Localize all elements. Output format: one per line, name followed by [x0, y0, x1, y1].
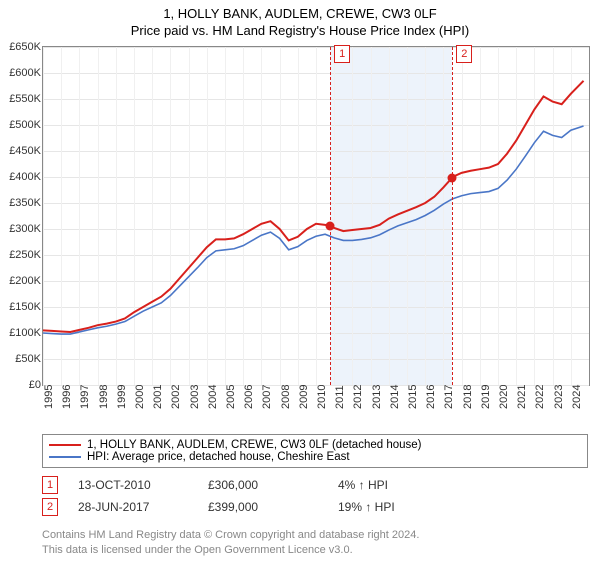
series-hpi [43, 126, 584, 334]
event-marker-1: 1 [334, 45, 350, 63]
legend-item: HPI: Average price, detached house, Ches… [49, 451, 581, 463]
y-axis-label: £250K [1, 249, 41, 261]
y-axis-label: £650K [1, 41, 41, 53]
y-axis-label: £600K [1, 67, 41, 79]
event-marker-2: 2 [456, 45, 472, 63]
footer-line1: Contains HM Land Registry data © Crown c… [42, 528, 588, 543]
series-property [43, 81, 584, 332]
txn-vs-hpi: 19% ↑ HPI [338, 500, 468, 514]
title-address: 1, HOLLY BANK, AUDLEM, CREWE, CW3 0LF [0, 6, 600, 21]
txn-marker: 2 [42, 498, 58, 516]
txn-date: 13-OCT-2010 [78, 478, 208, 492]
title-sub: Price paid vs. HM Land Registry's House … [0, 23, 600, 38]
legend: 1, HOLLY BANK, AUDLEM, CREWE, CW3 0LF (d… [42, 434, 588, 468]
transaction-table: 1 13-OCT-2010£306,0004% ↑ HPI 2 28-JUN-2017… [42, 474, 588, 518]
txn-marker: 1 [42, 476, 58, 494]
y-axis-label: £100K [1, 327, 41, 339]
event-dot-1 [326, 221, 335, 230]
y-axis-label: £400K [1, 171, 41, 183]
legend-item: 1, HOLLY BANK, AUDLEM, CREWE, CW3 0LF (d… [49, 439, 581, 451]
y-axis-label: £300K [1, 223, 41, 235]
price-chart-container: 1, HOLLY BANK, AUDLEM, CREWE, CW3 0LF Pr… [0, 0, 600, 564]
legend-label: 1, HOLLY BANK, AUDLEM, CREWE, CW3 0LF (d… [87, 439, 421, 451]
txn-vs-hpi: 4% ↑ HPI [338, 478, 468, 492]
transaction-row: 1 13-OCT-2010£306,0004% ↑ HPI [42, 474, 588, 496]
txn-price: £399,000 [208, 500, 338, 514]
txn-date: 28-JUN-2017 [78, 500, 208, 514]
event-dot-2 [448, 173, 457, 182]
plot-region: £0£50K£100K£150K£200K£250K£300K£350K£400… [42, 46, 590, 386]
transaction-row: 2 28-JUN-2017£399,00019% ↑ HPI [42, 496, 588, 518]
y-axis-label: £350K [1, 197, 41, 209]
y-axis-label: £150K [1, 301, 41, 313]
footer-line2: This data is licensed under the Open Gov… [42, 543, 588, 558]
chart-area: £0£50K£100K£150K£200K£250K£300K£350K£400… [42, 46, 588, 426]
y-axis-label: £550K [1, 93, 41, 105]
y-axis-label: £200K [1, 275, 41, 287]
y-axis-label: £500K [1, 119, 41, 131]
txn-price: £306,000 [208, 478, 338, 492]
footer: Contains HM Land Registry data © Crown c… [42, 528, 588, 564]
y-axis-label: £0 [1, 379, 41, 391]
y-axis-label: £50K [1, 353, 41, 365]
legend-label: HPI: Average price, detached house, Ches… [87, 451, 350, 463]
y-axis-label: £450K [1, 145, 41, 157]
